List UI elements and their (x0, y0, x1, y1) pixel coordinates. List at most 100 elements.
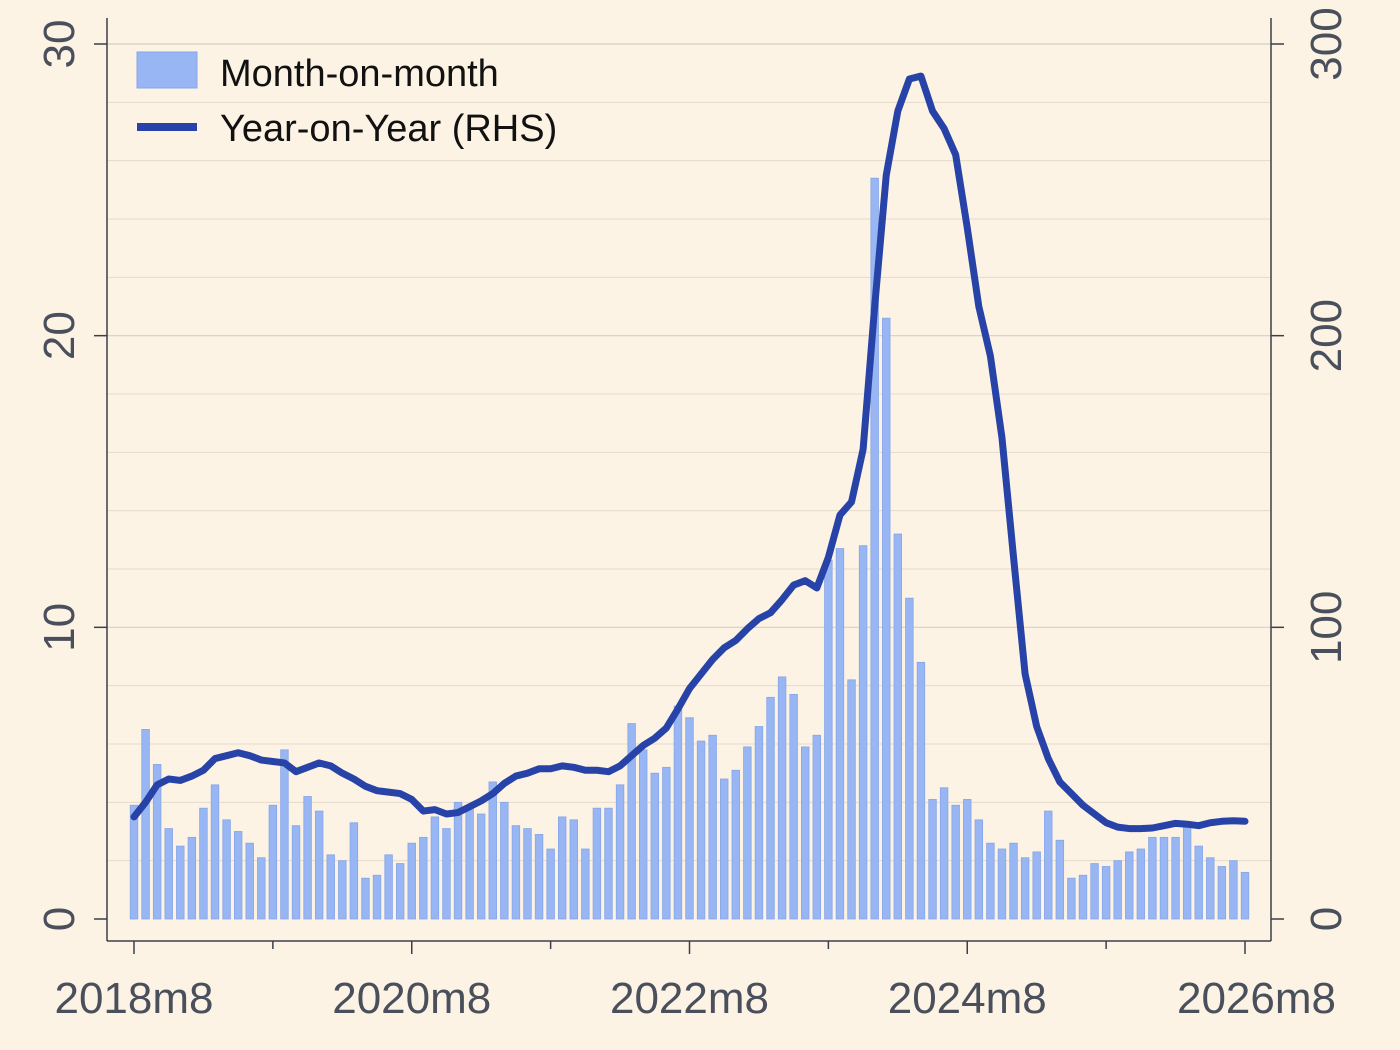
bar (476, 813, 486, 920)
bar (534, 834, 544, 920)
legend-label-bar: Month-on-month (220, 53, 499, 95)
bar (916, 661, 926, 920)
bar (696, 740, 706, 920)
bar (604, 807, 613, 920)
bar (1171, 836, 1180, 920)
bar (615, 784, 625, 920)
bar (951, 804, 960, 920)
bar (1090, 863, 1099, 920)
bar (858, 545, 868, 920)
bar (720, 778, 729, 920)
bar (1032, 851, 1041, 920)
bar (893, 533, 903, 920)
bar (419, 836, 428, 920)
bar (569, 819, 578, 920)
bar (592, 807, 602, 920)
bar (291, 825, 301, 920)
bar (754, 726, 764, 920)
bar (303, 796, 312, 920)
bar (557, 816, 567, 920)
bar (210, 784, 220, 920)
bar (650, 772, 659, 920)
bar (280, 749, 289, 920)
y-tick-label-left: 20 (35, 311, 84, 360)
bar (928, 799, 937, 920)
bar (743, 746, 752, 920)
bar (870, 177, 879, 920)
bar (708, 734, 717, 920)
bar (442, 828, 451, 920)
legend-label-line: Year-on-Year (RHS) (220, 108, 557, 150)
bar (1240, 871, 1250, 920)
bar (905, 597, 914, 920)
bar (129, 804, 139, 920)
y-tick-label-left: 0 (35, 907, 84, 931)
bar (326, 854, 335, 920)
bar (372, 874, 382, 920)
bar (685, 717, 694, 920)
bar (465, 804, 474, 920)
bar (152, 764, 162, 920)
bar (257, 857, 266, 920)
bar (1009, 842, 1018, 920)
bar (812, 734, 822, 920)
bar (1206, 857, 1215, 920)
bar (141, 729, 150, 920)
bar (488, 781, 497, 920)
bar (777, 676, 787, 920)
y-tick-label-right: 200 (1302, 299, 1351, 372)
bar (199, 807, 208, 920)
bar (164, 828, 173, 920)
bar (1055, 839, 1065, 920)
grid (107, 43, 1271, 862)
legend: Month-on-month Year-on-Year (RHS) (136, 51, 557, 150)
bar (673, 705, 683, 920)
x-tick-label: 2022m8 (610, 974, 769, 1023)
bar (1182, 825, 1192, 920)
bar (974, 819, 984, 920)
bar (1148, 836, 1157, 920)
y-tick-label-right: 300 (1302, 7, 1351, 80)
bar (384, 854, 393, 920)
y-tick-label-left: 10 (35, 603, 84, 652)
bar (835, 548, 845, 920)
bar (361, 877, 370, 920)
bar (731, 769, 740, 920)
bar (639, 749, 648, 920)
bar (268, 804, 278, 920)
x-tick-label: 2026m8 (1177, 974, 1336, 1023)
bar (1136, 848, 1146, 920)
bar (500, 801, 509, 920)
bar (176, 845, 185, 920)
bar (766, 696, 775, 920)
bar (789, 694, 798, 920)
bar (1044, 810, 1053, 920)
y-tick-label-right: 0 (1302, 907, 1351, 931)
x-tick-label: 2024m8 (888, 974, 1047, 1023)
bar (523, 828, 532, 920)
bar (511, 825, 521, 920)
bar (395, 863, 405, 920)
bar (1113, 860, 1122, 920)
y-tick-label-left: 30 (35, 20, 84, 69)
bar (453, 801, 463, 920)
bar (1194, 845, 1203, 920)
bar (430, 816, 440, 920)
y-tick-label-right: 100 (1302, 591, 1351, 664)
bar (1101, 866, 1111, 920)
bar (801, 746, 810, 920)
bar (1159, 836, 1169, 920)
bar (314, 810, 324, 920)
bar (963, 799, 972, 920)
bar (546, 848, 555, 920)
bar (222, 819, 231, 920)
bar (1217, 866, 1227, 920)
bar (1229, 860, 1238, 920)
line-layer (130, 72, 1249, 833)
bar (662, 766, 671, 920)
bar (627, 723, 636, 920)
bar (233, 831, 243, 920)
bar (824, 559, 833, 920)
